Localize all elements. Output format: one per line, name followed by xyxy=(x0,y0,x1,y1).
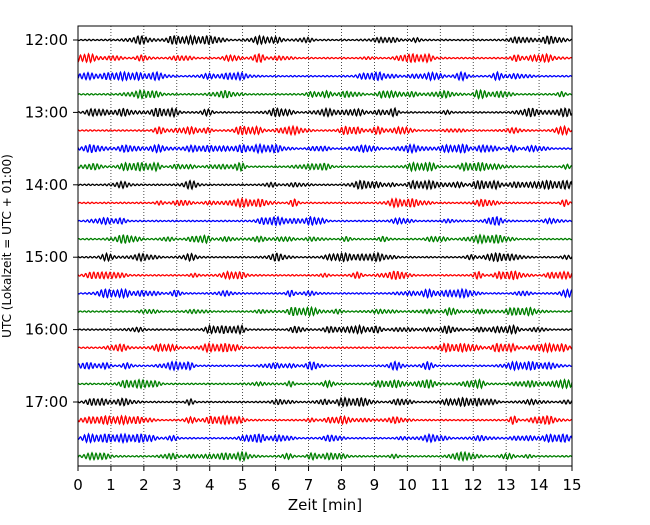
trace-line xyxy=(77,161,573,173)
x-tick-label: 6 xyxy=(271,476,281,494)
y-tick-label: 16:00 xyxy=(25,321,68,339)
y-tick-label: 14:00 xyxy=(25,176,68,194)
y-axis-label: UTC (Lokalzeit = UTC + 01:00) xyxy=(0,154,14,338)
y-tick-label: 12:00 xyxy=(25,31,68,49)
x-axis-ticks: 0 1 2 3 4 5 6 7 8 9 10 11 12 13 14 15 xyxy=(73,466,582,494)
x-tick-label: 10 xyxy=(398,476,417,494)
trace-line xyxy=(77,52,573,64)
x-tick-label: 4 xyxy=(205,476,215,494)
trace-line xyxy=(77,378,573,390)
x-tick-label: 0 xyxy=(73,476,83,494)
trace-line xyxy=(77,396,573,408)
trace-line xyxy=(77,197,573,209)
x-tick-label: 9 xyxy=(370,476,380,494)
x-tick-label: 13 xyxy=(497,476,516,494)
trace-line xyxy=(77,450,573,463)
trace-line xyxy=(77,215,573,227)
trace-line xyxy=(77,88,573,100)
trace-line xyxy=(77,233,573,245)
x-tick-label: 2 xyxy=(139,476,149,494)
x-tick-label: 8 xyxy=(337,476,347,494)
x-tick-label: 15 xyxy=(562,476,581,494)
trace-line xyxy=(77,178,573,191)
trace-line xyxy=(77,305,573,318)
trace-line xyxy=(77,270,573,281)
plot-frame xyxy=(77,25,573,467)
trace-line xyxy=(77,142,573,155)
trace-line xyxy=(77,414,573,426)
trace-line xyxy=(77,251,573,263)
trace-line xyxy=(77,432,573,445)
x-tick-label: 11 xyxy=(431,476,450,494)
trace-line xyxy=(77,341,573,354)
x-tick-label: 7 xyxy=(304,476,314,494)
grid-lines xyxy=(110,26,540,466)
y-tick-label: 13:00 xyxy=(25,103,68,121)
y-axis-ticks: 12:00 13:00 14:00 15:00 16:00 17:00 xyxy=(25,31,78,411)
trace-line xyxy=(77,124,573,137)
x-tick-label: 14 xyxy=(530,476,549,494)
y-tick-label: 15:00 xyxy=(25,248,68,266)
x-tick-label: 5 xyxy=(238,476,248,494)
x-tick-label: 12 xyxy=(464,476,483,494)
trace-group xyxy=(77,34,573,463)
trace-line xyxy=(77,360,573,372)
trace-line xyxy=(77,287,573,300)
trace-line xyxy=(77,323,573,336)
trace-line xyxy=(77,106,573,119)
x-tick-label: 1 xyxy=(106,476,116,494)
trace-line xyxy=(77,70,573,83)
trace-line xyxy=(77,34,573,46)
x-axis-label: Zeit [min] xyxy=(288,496,362,514)
y-tick-label: 17:00 xyxy=(25,393,68,411)
x-tick-label: 3 xyxy=(172,476,182,494)
